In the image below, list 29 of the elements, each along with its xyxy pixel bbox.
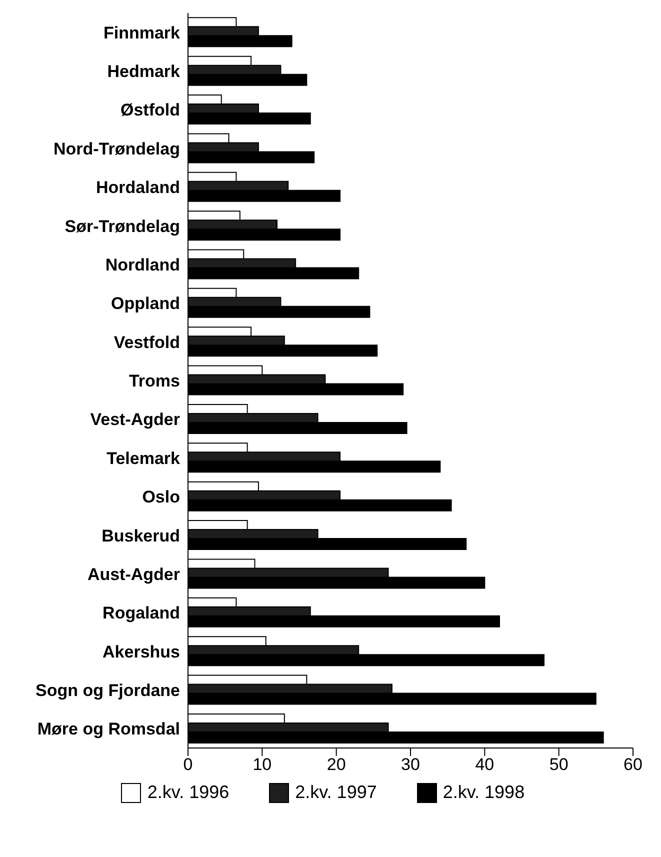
y-tick-label: Telemark <box>106 448 181 468</box>
x-tick-label: 60 <box>624 755 642 774</box>
legend-label: 2.kv. 1996 <box>147 782 230 803</box>
x-tick-label: 10 <box>252 755 272 774</box>
x-tick-label: 50 <box>549 755 568 774</box>
y-tick-label: Akershus <box>102 642 180 662</box>
y-tick-label: Hedmark <box>107 62 181 82</box>
legend-label: 2.kv. 1998 <box>442 782 525 803</box>
legend-label: 2.kv. 1997 <box>295 782 377 803</box>
x-tick-label: 40 <box>475 755 494 774</box>
y-tick-label: Finnmark <box>103 23 181 42</box>
x-tick-label: 0 <box>183 755 193 774</box>
y-tick-label: Østfold <box>120 100 180 120</box>
y-tick-label: Vestfold <box>114 332 180 352</box>
y-tick-label: Buskerud <box>102 526 180 546</box>
y-tick-label: Rogaland <box>102 604 180 623</box>
x-tick-label: 20 <box>326 755 346 774</box>
y-tick-label: Oslo <box>142 488 180 507</box>
y-tick-label: Vest-Agder <box>90 410 180 430</box>
y-tick-label: Troms <box>128 372 180 391</box>
y-tick-label: Nord-Trøndelag <box>53 139 180 158</box>
y-tick-label: Aust-Agder <box>87 564 180 584</box>
y-tick-label: Møre og Romsdal <box>37 720 180 739</box>
y-tick-label: Nordland <box>105 255 180 274</box>
y-tick-label: Hordaland <box>96 178 180 198</box>
x-tick-label: 30 <box>401 755 420 774</box>
y-tick-label: Sogn og Fjordane <box>36 681 180 700</box>
y-tick-label: Sør-Trøndelag <box>64 216 180 236</box>
y-tick-label: Oppland <box>111 294 180 314</box>
